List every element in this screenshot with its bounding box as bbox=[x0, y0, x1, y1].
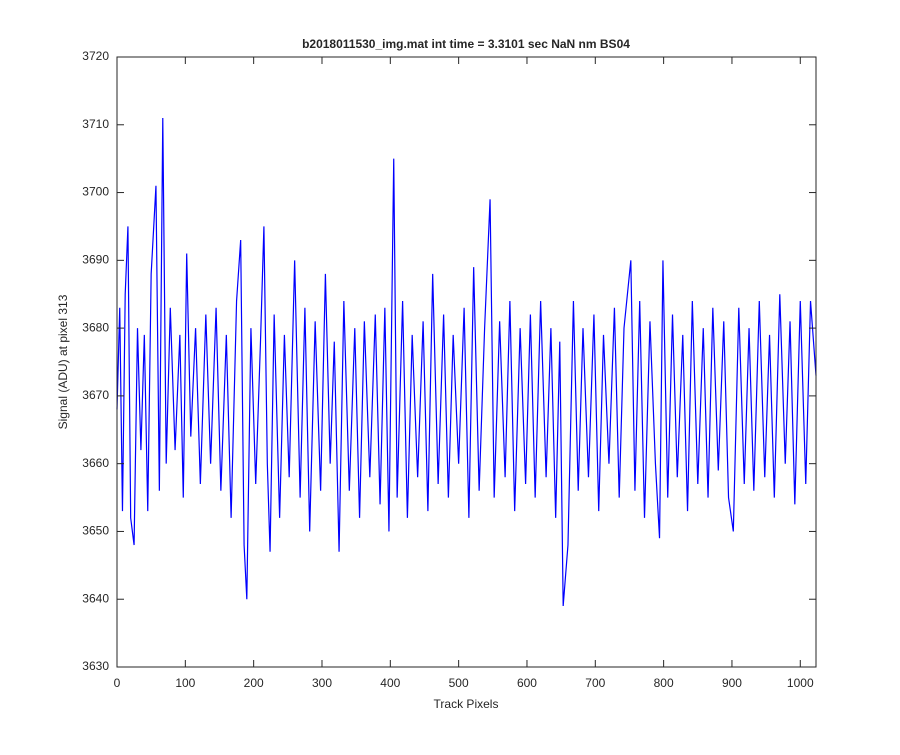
y-tick-label: 3700 bbox=[82, 185, 109, 199]
x-axis-label: Track Pixels bbox=[434, 697, 499, 711]
x-tick-label: 300 bbox=[312, 676, 332, 690]
x-tick-label: 900 bbox=[722, 676, 742, 690]
x-tick-label: 1000 bbox=[787, 676, 814, 690]
axes-box bbox=[116, 56, 817, 668]
x-tick-label: 0 bbox=[114, 676, 121, 690]
x-tick-label: 500 bbox=[449, 676, 469, 690]
y-axis-label: Signal (ADU) at pixel 313 bbox=[56, 294, 70, 429]
x-tick-label: 800 bbox=[654, 676, 674, 690]
y-tick-label: 3690 bbox=[82, 253, 109, 267]
x-tick-label: 100 bbox=[175, 676, 195, 690]
x-tick-label: 600 bbox=[517, 676, 537, 690]
chart-title: b2018011530_img.mat int time = 3.3101 se… bbox=[302, 37, 630, 51]
x-tick-label: 400 bbox=[380, 676, 400, 690]
y-tick-label: 3710 bbox=[82, 117, 109, 131]
y-tick-label: 3680 bbox=[82, 320, 109, 334]
y-tick-label: 3650 bbox=[82, 524, 109, 538]
plot-area bbox=[117, 57, 816, 667]
x-tick-label: 700 bbox=[585, 676, 605, 690]
y-tick-label: 3720 bbox=[82, 49, 109, 63]
y-tick-label: 3640 bbox=[82, 591, 109, 605]
y-tick-label: 3670 bbox=[82, 388, 109, 402]
x-tick-label: 200 bbox=[244, 676, 264, 690]
y-tick-label: 3630 bbox=[82, 659, 109, 673]
y-tick-label: 3660 bbox=[82, 456, 109, 470]
data-line bbox=[116, 117, 817, 607]
